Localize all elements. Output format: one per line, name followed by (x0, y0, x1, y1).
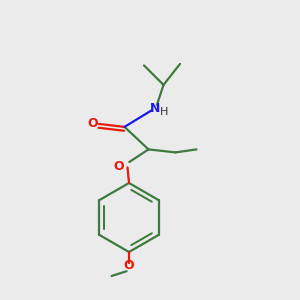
Text: O: O (87, 117, 98, 130)
Text: O: O (114, 160, 124, 173)
Text: H: H (160, 107, 168, 117)
Text: N: N (150, 102, 160, 116)
Text: O: O (124, 259, 134, 272)
